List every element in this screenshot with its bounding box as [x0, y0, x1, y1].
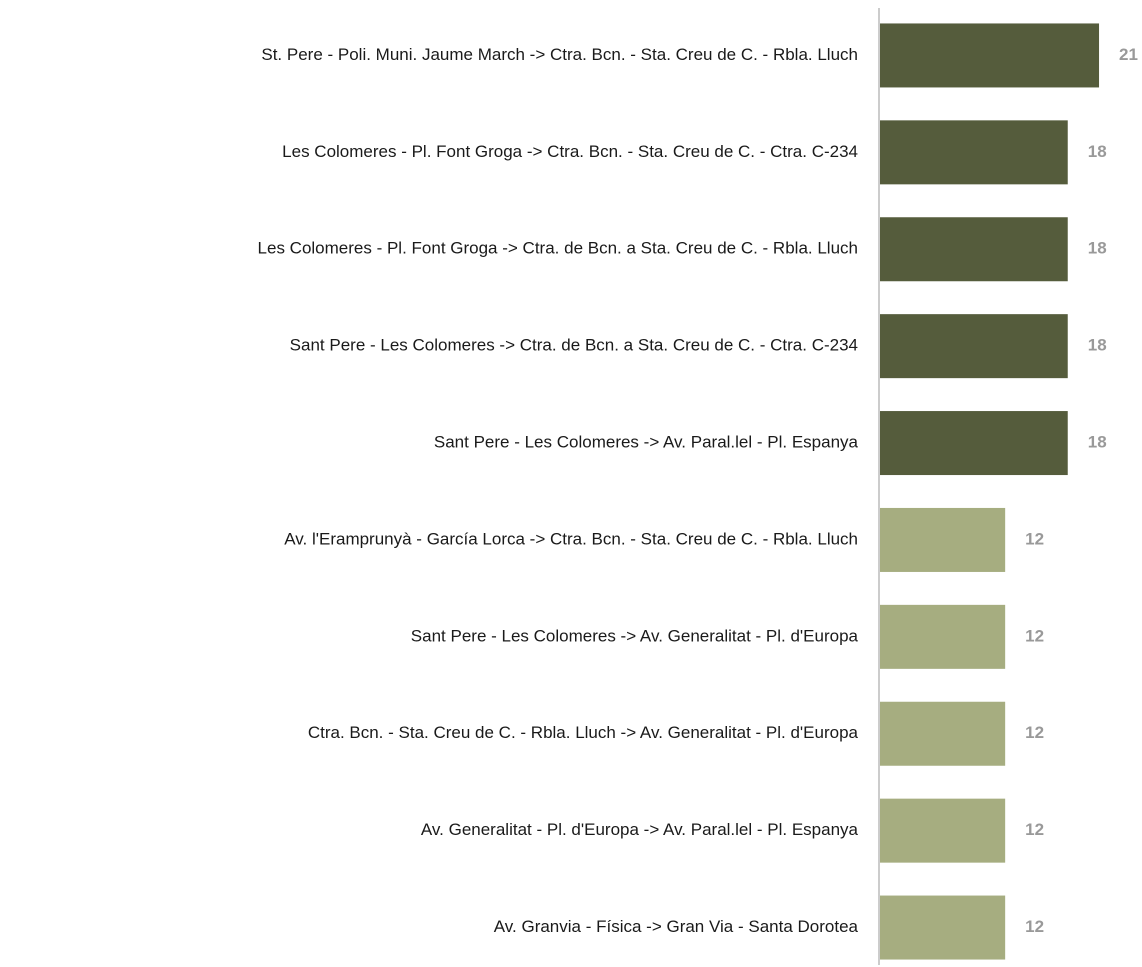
category-label: Les Colomeres - Pl. Font Groga -> Ctra. …	[282, 142, 858, 161]
bar	[880, 701, 1006, 766]
value-label: 12	[1025, 723, 1044, 742]
category-label: Sant Pere - Les Colomeres -> Av. General…	[411, 626, 859, 645]
value-label: 18	[1088, 336, 1107, 355]
value-label: 12	[1025, 529, 1044, 548]
value-label: 12	[1025, 917, 1044, 936]
value-label: 18	[1088, 239, 1107, 258]
value-label: 12	[1025, 626, 1044, 645]
category-label: Av. l'Eramprunyà - García Lorca -> Ctra.…	[284, 529, 858, 548]
bar	[880, 23, 1100, 88]
category-label: Ctra. Bcn. - Sta. Creu de C. - Rbla. Llu…	[308, 723, 859, 742]
bar	[880, 798, 1006, 863]
bar	[880, 604, 1006, 669]
category-label: Sant Pere - Les Colomeres -> Av. Paral.l…	[434, 433, 859, 452]
category-label: St. Pere - Poli. Muni. Jaume March -> Ct…	[261, 45, 858, 64]
bar	[880, 217, 1068, 282]
bar	[880, 411, 1068, 476]
category-label: Sant Pere - Les Colomeres -> Ctra. de Bc…	[290, 336, 858, 355]
bar	[880, 120, 1068, 185]
bar	[880, 507, 1006, 572]
bar	[880, 314, 1068, 379]
category-label: Av. Generalitat - Pl. d'Europa -> Av. Pa…	[421, 820, 859, 839]
value-label: 21	[1119, 45, 1138, 64]
value-label: 18	[1088, 433, 1107, 452]
value-label: 12	[1025, 820, 1044, 839]
value-label: 18	[1088, 142, 1107, 161]
category-label: Les Colomeres - Pl. Font Groga -> Ctra. …	[258, 239, 858, 258]
category-label: Av. Granvia - Física -> Gran Via - Santa…	[494, 917, 859, 936]
bar	[880, 895, 1006, 960]
